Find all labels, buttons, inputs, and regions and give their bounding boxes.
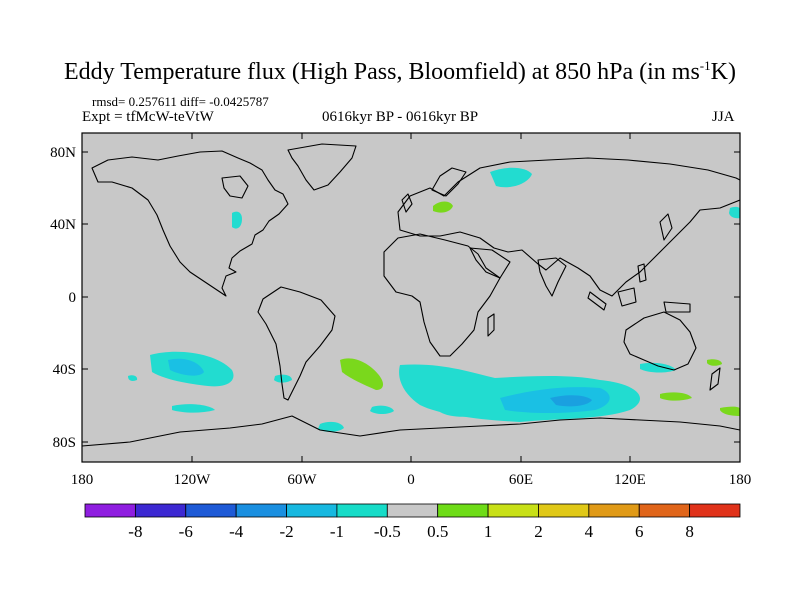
- colorbar-label: -6: [179, 522, 193, 541]
- africa-coastline: [383, 233, 501, 357]
- north-america-coastline: [91, 150, 289, 297]
- negative-anomaly-region: [274, 374, 292, 383]
- colorbar-swatch: [689, 503, 741, 518]
- lat-label: 0: [69, 290, 77, 306]
- colorbar-label: 6: [635, 522, 644, 541]
- axis-ticks: [81, 133, 741, 462]
- lon-label: 60W: [287, 472, 317, 488]
- positive-anomaly-region: [433, 201, 453, 213]
- chart-title: Eddy Temperature flux (High Pass, Bloomf…: [64, 58, 736, 85]
- colorbar-swatch: [487, 503, 539, 518]
- greenland-coastline: [287, 143, 357, 191]
- lon-label: 180: [71, 472, 94, 488]
- colorbar-label: -1: [330, 522, 344, 541]
- lon-label: 0: [407, 472, 415, 488]
- arabia-coastline: [469, 247, 511, 279]
- colorbar-swatch: [286, 503, 338, 518]
- anomaly-fields: [128, 167, 740, 432]
- longitude-labels: 180 120W 60W 0 60E 120E 180: [71, 472, 752, 488]
- hudson-bay: [221, 175, 249, 199]
- new-guinea-coastline: [663, 301, 691, 313]
- negative-anomaly-region: [172, 404, 215, 413]
- colorbar-label: 0.5: [427, 522, 448, 541]
- negative-anomaly-region: [232, 211, 242, 229]
- coastlines: [82, 143, 740, 447]
- colorbar-swatch: [235, 503, 287, 518]
- madagascar-coastline: [487, 313, 495, 337]
- lat-label: 40S: [53, 362, 76, 378]
- positive-anomaly-region: [720, 406, 740, 416]
- antarctica-coastline: [82, 415, 740, 447]
- period-label: 0616kyr BP - 0616kyr BP: [322, 109, 479, 125]
- scandinavia-coastline: [431, 167, 467, 197]
- positive-anomaly-region: [660, 392, 692, 401]
- negative-anomaly-region: [168, 358, 204, 376]
- colorbar-label: 4: [585, 522, 594, 541]
- negative-anomaly-region: [128, 375, 138, 381]
- negative-anomaly-region: [440, 404, 485, 417]
- lat-label: 80N: [50, 145, 76, 161]
- new-zealand-coastline: [709, 367, 721, 391]
- colorbar-label: 1: [484, 522, 493, 541]
- colorbar-swatch: [84, 503, 136, 518]
- latitude-labels: 80N 40N 0 40S 80S: [50, 145, 76, 451]
- negative-anomaly-region: [370, 405, 394, 414]
- lat-label: 40N: [50, 217, 76, 233]
- colorbar-label: -4: [229, 522, 244, 541]
- colorbar-label: -0.5: [374, 522, 401, 541]
- colorbar-swatch: [538, 503, 590, 518]
- british-isles-coastline: [401, 193, 413, 213]
- colorbar: [84, 503, 741, 518]
- colorbar-labels: -8 -6 -4 -2 -1 -0.5 0.5 1 2 4 6 8: [128, 522, 694, 541]
- sumatra-coastline: [587, 291, 607, 311]
- colorbar-label: 8: [685, 522, 694, 541]
- borneo-coastline: [617, 287, 637, 307]
- negative-anomaly-region: [550, 395, 592, 407]
- lon-label: 120E: [614, 472, 646, 488]
- map-background: [82, 133, 740, 462]
- colorbar-swatch: [134, 503, 187, 518]
- india-coastline: [537, 257, 567, 297]
- colorbar-swatch: [638, 503, 691, 518]
- negative-anomaly-region: [318, 421, 344, 432]
- negative-anomaly-region: [640, 362, 676, 373]
- stats-text: rmsd= 0.257611 diff= -0.0425787: [92, 94, 269, 109]
- negative-anomaly-region: [729, 206, 740, 219]
- japan-coastline: [659, 213, 673, 241]
- positive-anomaly-region: [707, 359, 722, 366]
- colorbar-swatch: [437, 503, 489, 518]
- colorbar-swatch: [588, 503, 640, 518]
- colorbar-swatch: [336, 503, 388, 518]
- negative-anomaly-region: [490, 167, 532, 188]
- colorbar-swatch: [185, 503, 237, 518]
- eurasia-coastline: [397, 157, 740, 297]
- lon-label: 60E: [509, 472, 533, 488]
- south-america-coastline: [257, 286, 336, 401]
- experiment-label: Expt = tfMcW-teVtW: [82, 109, 214, 125]
- positive-anomaly-region: [340, 358, 384, 390]
- colorbar-swatch: [386, 503, 439, 518]
- philippines-coastline: [637, 263, 647, 283]
- lat-label: 80S: [53, 435, 76, 451]
- lon-label: 120W: [174, 472, 212, 488]
- lon-label: 180: [729, 472, 752, 488]
- australia-coastline: [623, 311, 697, 371]
- colorbar-label: -2: [279, 522, 293, 541]
- colorbar-label: -8: [128, 522, 142, 541]
- season-label: JJA: [712, 109, 735, 125]
- colorbar-label: 2: [534, 522, 543, 541]
